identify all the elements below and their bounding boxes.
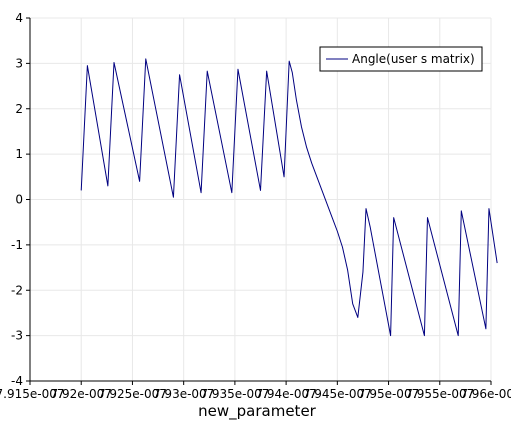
y-tick-label: 0 <box>15 193 23 207</box>
y-tick-label: 2 <box>15 102 23 116</box>
x-tick-label: 7.925e-007 <box>98 387 167 401</box>
x-tick-label: 7.95e-007 <box>358 387 419 401</box>
ticks: 7.915e-0077.92e-0077.925e-0077.93e-0077.… <box>0 11 511 401</box>
y-tick-label: -2 <box>11 283 23 297</box>
y-tick-label: 4 <box>15 11 23 25</box>
x-tick-label: 7.94e-007 <box>255 387 316 401</box>
series-line-0 <box>80 58 498 337</box>
y-tick-label: 3 <box>15 56 23 70</box>
y-tick-label: -4 <box>11 374 23 388</box>
y-tick-label: -1 <box>11 238 23 252</box>
x-tick-label: 7.915e-007 <box>0 387 64 401</box>
x-tick-label: 7.96e-007 <box>460 387 511 401</box>
x-tick-label: 7.93e-007 <box>153 387 214 401</box>
y-tick-label: -3 <box>11 329 23 343</box>
legend: Angle(user s matrix) <box>319 46 483 72</box>
x-tick-label: 7.92e-007 <box>51 387 112 401</box>
x-axis-title: new_parameter <box>198 402 317 421</box>
y-tick-label: 1 <box>15 147 23 161</box>
x-tick-label: 7.935e-007 <box>200 387 269 401</box>
x-tick-label: 7.945e-007 <box>303 387 372 401</box>
legend-label: Angle(user s matrix) <box>352 52 475 66</box>
series-layer <box>80 58 498 337</box>
x-tick-label: 7.955e-007 <box>405 387 474 401</box>
